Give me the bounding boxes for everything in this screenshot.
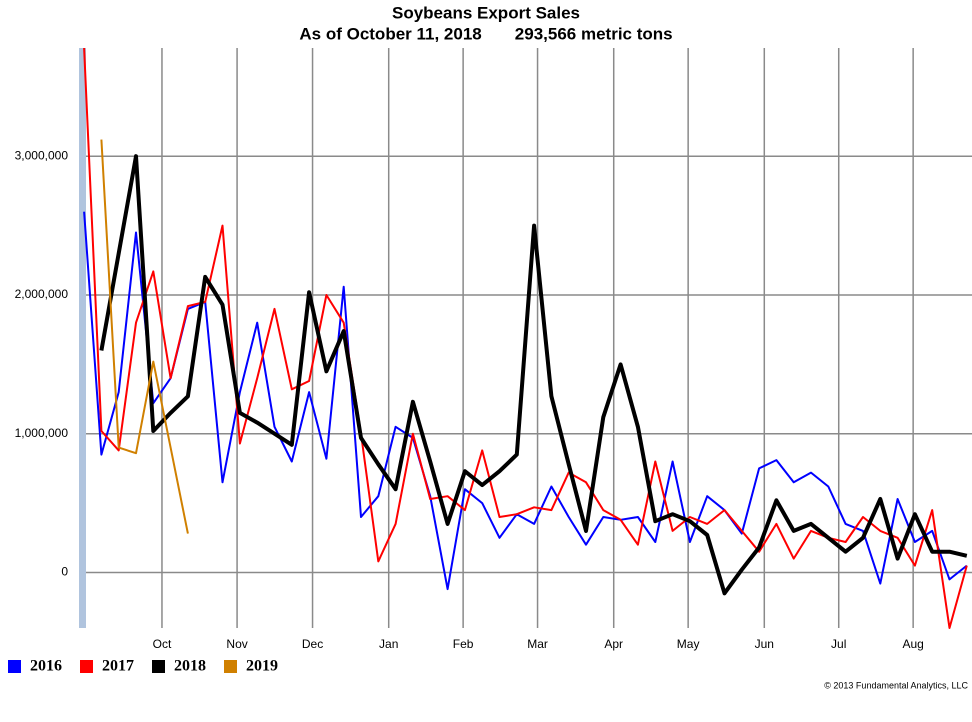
- chart-title: Soybeans Export Sales: [392, 3, 580, 22]
- x-tick-label: Apr: [604, 637, 623, 651]
- chart-subtitle: As of October 11, 2018 293,566 metric to…: [299, 24, 672, 43]
- x-tick-label: Mar: [527, 637, 548, 651]
- legend-label: 2019: [246, 658, 278, 675]
- legend-label: 2016: [30, 658, 62, 675]
- x-tick-label: Feb: [453, 637, 474, 651]
- legend-swatch: [80, 660, 93, 673]
- y-tick-label: 2,000,000: [15, 287, 69, 301]
- x-tick-label: Jan: [379, 637, 398, 651]
- series-line: [99, 154, 968, 596]
- y-tick-label: 0: [61, 565, 68, 579]
- y-tick-label: 3,000,000: [15, 148, 69, 162]
- x-tick-label: Nov: [226, 637, 247, 651]
- series-line: [100, 139, 189, 534]
- x-tick-label: Oct: [153, 637, 172, 651]
- legend-label: 2018: [174, 658, 206, 675]
- legend-swatch: [8, 660, 21, 673]
- legend-swatch: [224, 660, 237, 673]
- x-tick-label: Jul: [831, 637, 846, 651]
- series-line: [83, 47, 968, 629]
- x-tick-label: Aug: [902, 637, 923, 651]
- series-line: [83, 211, 968, 591]
- x-tick-label: May: [677, 637, 700, 651]
- copyright: © 2013 Fundamental Analytics, LLC: [824, 680, 968, 690]
- x-tick-label: Jun: [755, 637, 774, 651]
- y-tick-label: 1,000,000: [15, 426, 69, 440]
- legend-label: 2017: [102, 658, 134, 675]
- x-tick-label: Dec: [302, 637, 323, 651]
- legend-swatch: [152, 660, 165, 673]
- y-axis-bar: [79, 48, 86, 628]
